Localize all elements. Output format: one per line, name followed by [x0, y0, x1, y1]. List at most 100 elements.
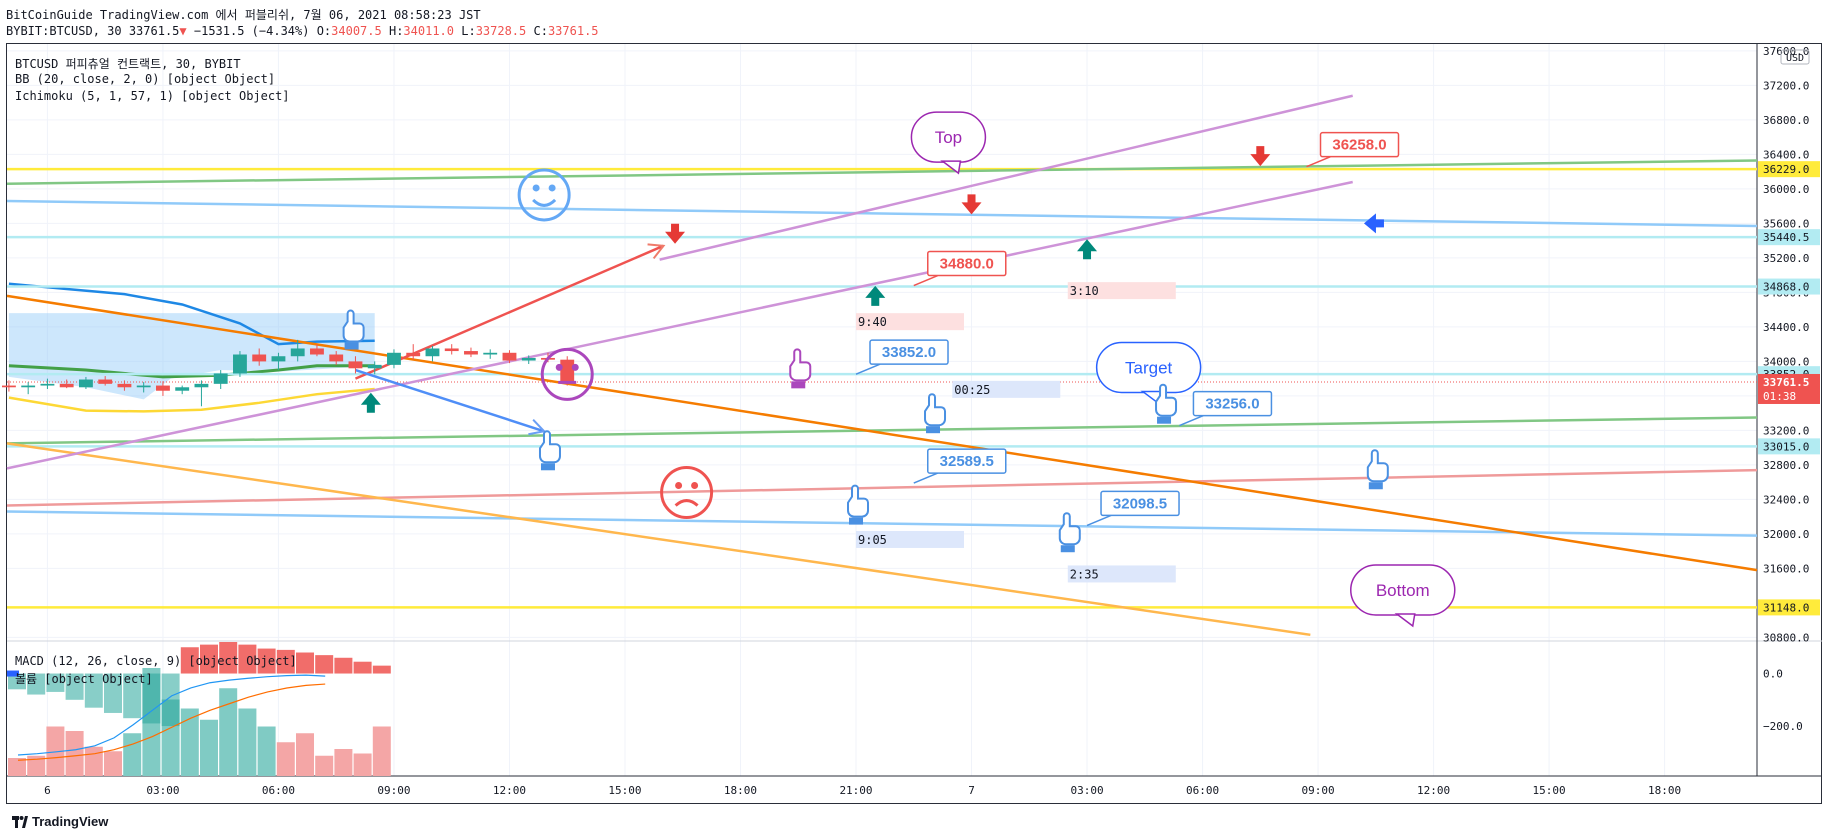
hand-shape — [342, 309, 365, 343]
hand-pointer-icon — [1366, 449, 1389, 490]
chart-frame — [6, 43, 1822, 804]
emoji-mouth — [674, 499, 699, 507]
candle — [464, 351, 478, 355]
emoji-mouth — [532, 198, 557, 207]
price-tag-bg — [1758, 229, 1820, 246]
price-tick-label: 32400.0 — [1763, 493, 1809, 506]
trend-line — [6, 199, 1758, 228]
legend-macd[interactable]: MACD (12, 26, close, 9) [object Object] — [15, 654, 297, 668]
price-label-text: 34880.0 — [940, 256, 994, 273]
macd-pane: 0.0 −200.0 — [7, 642, 1803, 776]
arrow-down-icon — [961, 194, 982, 215]
hand-cuff — [1157, 416, 1172, 424]
emoji-eye — [555, 363, 563, 371]
price-label-box — [927, 250, 1007, 277]
hand-cuff — [344, 342, 359, 350]
legend-symbol[interactable]: BTCUSD 퍼피츄얼 컨트랙트, 30, BYBIT — [15, 57, 241, 71]
macd-signal-line — [17, 683, 326, 761]
volume-bar — [276, 742, 295, 776]
price-label-text: 32589.5 — [940, 453, 994, 470]
time-note-box — [856, 530, 965, 548]
candle — [21, 385, 36, 388]
macd-histogram-bar — [180, 647, 199, 674]
high-label: H: — [388, 24, 404, 38]
candle — [117, 383, 132, 388]
macd-histogram-bar — [8, 673, 26, 690]
emoji-eye — [675, 482, 683, 490]
macd-histogram-bar — [27, 673, 46, 695]
hand-cuff — [849, 517, 864, 525]
time-tick-label: 7 — [968, 784, 975, 797]
speech-callout: Top — [910, 111, 987, 175]
macd-histogram-bar — [296, 652, 314, 674]
time-tick-label: 06:00 — [262, 784, 295, 797]
hand-shape — [924, 393, 947, 427]
hand-cuff — [1368, 482, 1383, 490]
macd-histogram-bar — [334, 657, 353, 674]
price-unit-box — [1780, 49, 1810, 65]
price-tick-label: 36800.0 — [1763, 114, 1809, 127]
price-tick-label: 35200.0 — [1763, 252, 1809, 265]
hand-shape — [789, 348, 812, 382]
candle — [1, 385, 16, 388]
price-label-text: 36258.0 — [1332, 137, 1386, 154]
macd-tick-label: −200.0 — [1763, 720, 1803, 733]
trend-line — [6, 159, 1758, 185]
macd-histogram-bar — [200, 644, 218, 674]
legend-volume[interactable]: 볼륨 [object Object] — [15, 672, 153, 686]
hand-pointer-icon — [847, 484, 870, 525]
price-label: 34880.0 — [913, 250, 1007, 287]
price-label-pointer — [1086, 514, 1112, 527]
price-label-pointer — [913, 274, 939, 287]
callout-tail — [1394, 613, 1416, 628]
chart-canvas[interactable]: 9:40 3:10 00:25 9:05 2:35 36258.0 34880.0 33852… — [0, 0, 1828, 810]
price-tag: 31148.0 — [1758, 599, 1820, 616]
close-label: C: — [533, 24, 548, 38]
candle — [290, 348, 305, 357]
tradingview-logo-icon — [12, 815, 28, 828]
time-tick-label: 12:00 — [1417, 784, 1450, 797]
candle — [444, 348, 459, 352]
candle — [502, 352, 517, 361]
price-label-pointer — [1179, 414, 1204, 427]
hand-shape — [1155, 383, 1178, 417]
price-tag-bg — [1758, 161, 1820, 178]
legend-ichimoku[interactable]: Ichimoku (5, 1, 57, 1) [object Object] — [15, 89, 290, 103]
macd-tick-label: 0.0 — [1763, 668, 1783, 681]
legend-bollinger[interactable]: BB (20, close, 2, 0) [object Object] — [15, 72, 276, 86]
candle — [348, 361, 363, 369]
emoji-eye — [691, 482, 699, 490]
macd-histogram-bar — [104, 673, 122, 713]
bb-lower-line — [8, 387, 375, 413]
price-axis: 37600.0 37200.0 36800.0 36400.0 36000.0 35600… — [1763, 45, 1810, 644]
price-tick-label: 36000.0 — [1763, 183, 1809, 196]
macd-zero-marker — [7, 670, 19, 677]
macd-histogram-bar — [142, 673, 161, 724]
callout-text: Target — [1125, 358, 1173, 377]
arrow-down-icon — [665, 223, 686, 244]
price-tick-label: 33200.0 — [1763, 424, 1809, 437]
macd-line — [17, 674, 326, 756]
price-unit-label: USD — [1786, 53, 1804, 64]
trend-line — [6, 442, 1311, 637]
hand-shape — [1366, 449, 1389, 483]
candle — [194, 383, 209, 388]
time-note: 3:10 — [1067, 282, 1176, 300]
volume-bar — [65, 731, 84, 776]
price-label-pointer — [1306, 155, 1331, 168]
price-tag: 34868.0 — [1758, 278, 1820, 295]
candle — [40, 383, 55, 386]
time-tick-label: 6 — [44, 784, 51, 797]
candle — [387, 352, 401, 365]
footer-brand[interactable]: TradingView — [12, 814, 108, 829]
price-tag-text: 34868.0 — [1763, 281, 1809, 294]
price-label-text: 33852.0 — [882, 344, 936, 361]
time-tick-label: 15:00 — [1533, 784, 1566, 797]
callout-text: Top — [935, 128, 962, 147]
time-tick-label: 03:00 — [146, 784, 179, 797]
last-price: 33761.5 — [128, 24, 180, 38]
price-tag-text: 33015.0 — [1763, 440, 1809, 453]
macd-histogram-bar — [123, 673, 142, 719]
time-tick-label: 18:00 — [1648, 784, 1681, 797]
price-label-box — [1100, 490, 1180, 517]
